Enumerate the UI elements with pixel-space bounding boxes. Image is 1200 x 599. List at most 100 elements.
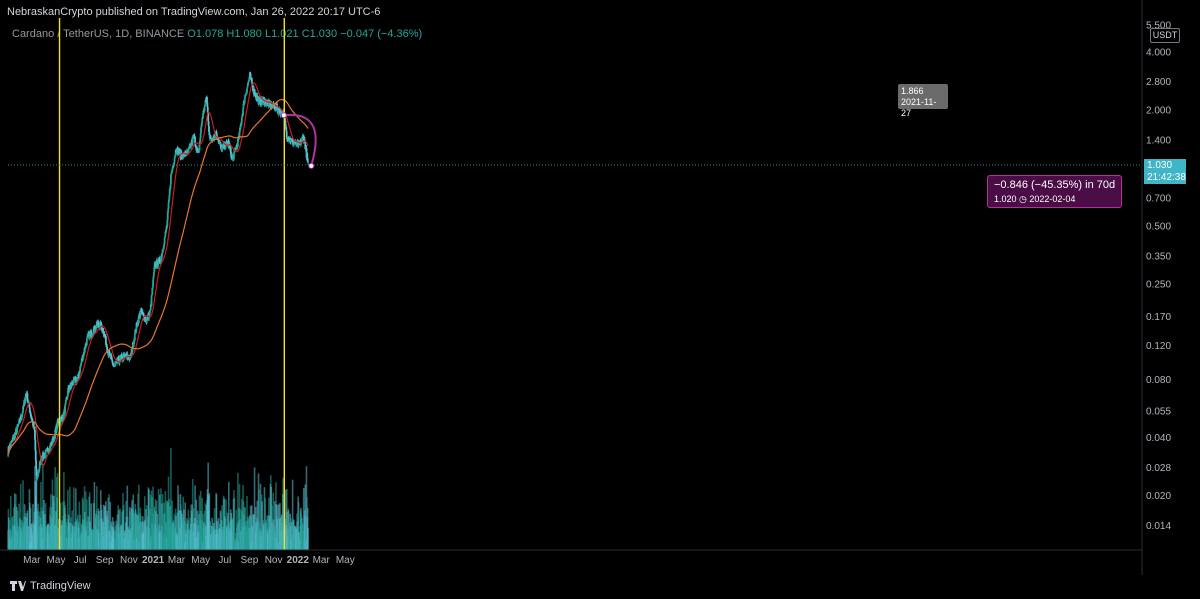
price-tick-label: 2.800 xyxy=(1146,77,1171,88)
volume-bar xyxy=(9,496,12,550)
volume-bar xyxy=(22,480,24,550)
symbol-name[interactable]: Cardano / TetherUS, 1D, BINANCE xyxy=(12,28,185,40)
candle-body xyxy=(136,325,139,326)
volume-bar xyxy=(258,489,260,550)
candle-body xyxy=(139,313,142,317)
candle-body xyxy=(247,80,250,83)
volume-bar xyxy=(54,467,56,550)
candle-body xyxy=(158,258,161,263)
candle-body xyxy=(33,426,36,430)
candle-body xyxy=(206,97,208,103)
candle-body xyxy=(165,226,168,230)
candle-body xyxy=(162,249,164,251)
volume-bar xyxy=(194,485,196,550)
candle-body xyxy=(79,366,82,373)
candle-body xyxy=(259,98,262,105)
candle-body xyxy=(157,258,160,265)
candle-series xyxy=(7,71,309,481)
candle-body xyxy=(246,83,249,87)
tooltip-price: 1.866 xyxy=(901,86,924,96)
price-tick-label: 0.120 xyxy=(1146,341,1171,352)
candle-body xyxy=(193,135,196,138)
candle-body xyxy=(242,108,244,116)
candle-body xyxy=(156,260,159,267)
volume-bar xyxy=(56,473,59,550)
volume-bar xyxy=(284,489,287,550)
high-value: H1.080 xyxy=(226,28,262,40)
candle-body xyxy=(169,184,172,189)
candle-body xyxy=(141,311,144,314)
candle-body xyxy=(304,143,307,150)
candle-body xyxy=(168,188,171,196)
candle-body xyxy=(196,148,199,152)
time-tick-label: May xyxy=(47,555,66,566)
candle-body xyxy=(238,131,241,138)
price-tick-label: 0.500 xyxy=(1146,222,1171,233)
publish-header: NebraskanCrypto published on TradingView… xyxy=(7,6,381,18)
candle-body xyxy=(240,121,243,125)
candle-body xyxy=(243,99,246,104)
price-tick-label: 0.350 xyxy=(1146,251,1171,262)
candle-body xyxy=(203,110,206,113)
candle-body xyxy=(290,138,292,142)
candle-body xyxy=(88,333,91,340)
moving-average-line xyxy=(7,99,309,455)
volume-bars xyxy=(7,448,309,550)
candle-body xyxy=(261,101,264,104)
candle-body xyxy=(284,120,287,128)
candle-body xyxy=(208,125,210,132)
currency-label[interactable]: USDT xyxy=(1150,28,1180,43)
candle-body xyxy=(305,147,308,158)
brand-name[interactable]: TradingView xyxy=(30,580,91,592)
candle-body xyxy=(28,407,31,412)
candle-body xyxy=(297,141,300,147)
candle-body xyxy=(187,149,190,153)
measure-end-dot xyxy=(308,162,315,169)
volume-bar xyxy=(227,481,230,550)
time-tick-label: May xyxy=(191,555,210,566)
candle-body xyxy=(204,100,207,105)
candle-body xyxy=(249,73,252,79)
candle-body xyxy=(231,154,233,158)
candle-body xyxy=(307,161,309,163)
candle-body xyxy=(178,153,181,155)
candle-body xyxy=(9,442,12,447)
candle-body xyxy=(145,319,148,324)
candle-body xyxy=(38,463,41,469)
candle-body xyxy=(240,117,243,122)
open-value: O1.078 xyxy=(187,28,224,40)
volume-bar xyxy=(282,477,284,550)
candle-body xyxy=(34,450,37,461)
volume-bar xyxy=(170,448,172,550)
price-tick-label: 4.000 xyxy=(1146,47,1171,58)
volume-bar xyxy=(95,486,98,550)
candle-body xyxy=(152,275,155,280)
candle-body xyxy=(24,396,27,401)
candle-body xyxy=(152,279,154,287)
candle-body xyxy=(252,85,254,92)
candle-body xyxy=(284,119,286,121)
candle-body xyxy=(242,103,245,109)
price-tick-label: 0.080 xyxy=(1146,375,1171,386)
volume-bar xyxy=(297,501,300,550)
vertical-markers xyxy=(58,18,285,550)
measure-change: −0.846 (−45.35%) in 70d xyxy=(994,179,1116,191)
candle-body xyxy=(198,144,201,151)
measure-box[interactable]: −0.846 (−45.35%) in 70d 1.020 ◷ 2022-02-… xyxy=(987,175,1122,208)
price-tick-label: 1.400 xyxy=(1146,135,1171,146)
volume-bar xyxy=(108,494,110,550)
candle-body xyxy=(111,359,114,362)
candle-body xyxy=(70,384,72,388)
candle-body xyxy=(61,416,63,419)
candle-body xyxy=(66,390,69,397)
candle-body xyxy=(64,405,66,414)
candle-body xyxy=(44,450,47,457)
time-tick-label: Sep xyxy=(96,555,114,566)
current-price-tag: 1.030 21:42:38 xyxy=(1144,159,1186,184)
candle-body xyxy=(28,402,31,408)
candle-body xyxy=(194,137,196,146)
candle-body xyxy=(20,416,23,419)
volume-bar xyxy=(233,497,236,550)
candle-body xyxy=(199,133,202,138)
